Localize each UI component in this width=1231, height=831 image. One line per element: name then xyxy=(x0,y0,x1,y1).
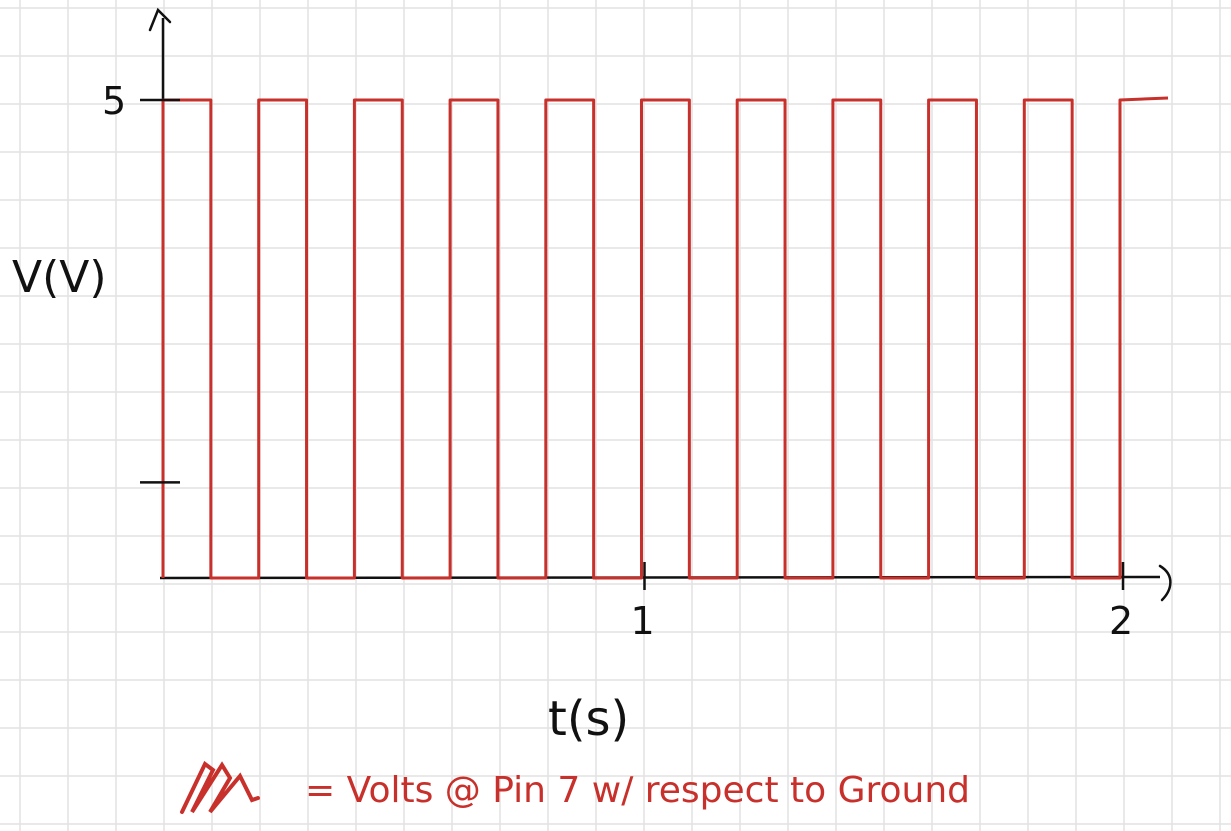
x-tick-label: 1 xyxy=(631,599,655,643)
x-tick-label: 2 xyxy=(1109,599,1133,643)
legend-text: = Volts @ Pin 7 w/ respect to Ground xyxy=(305,770,970,811)
x-axis-label: t(s) xyxy=(548,691,629,747)
ticks: 5 1 2 xyxy=(102,79,1133,643)
x-axis-arrow xyxy=(1160,566,1170,600)
y-axis-label: V(V) xyxy=(12,252,107,303)
y-axis-arrow xyxy=(150,10,170,30)
legend-swatch xyxy=(182,764,258,812)
legend: = Volts @ Pin 7 w/ respect to Ground xyxy=(182,764,970,812)
series-line xyxy=(163,98,1168,578)
y-tick-label: 5 xyxy=(102,79,126,123)
series xyxy=(163,98,1168,578)
